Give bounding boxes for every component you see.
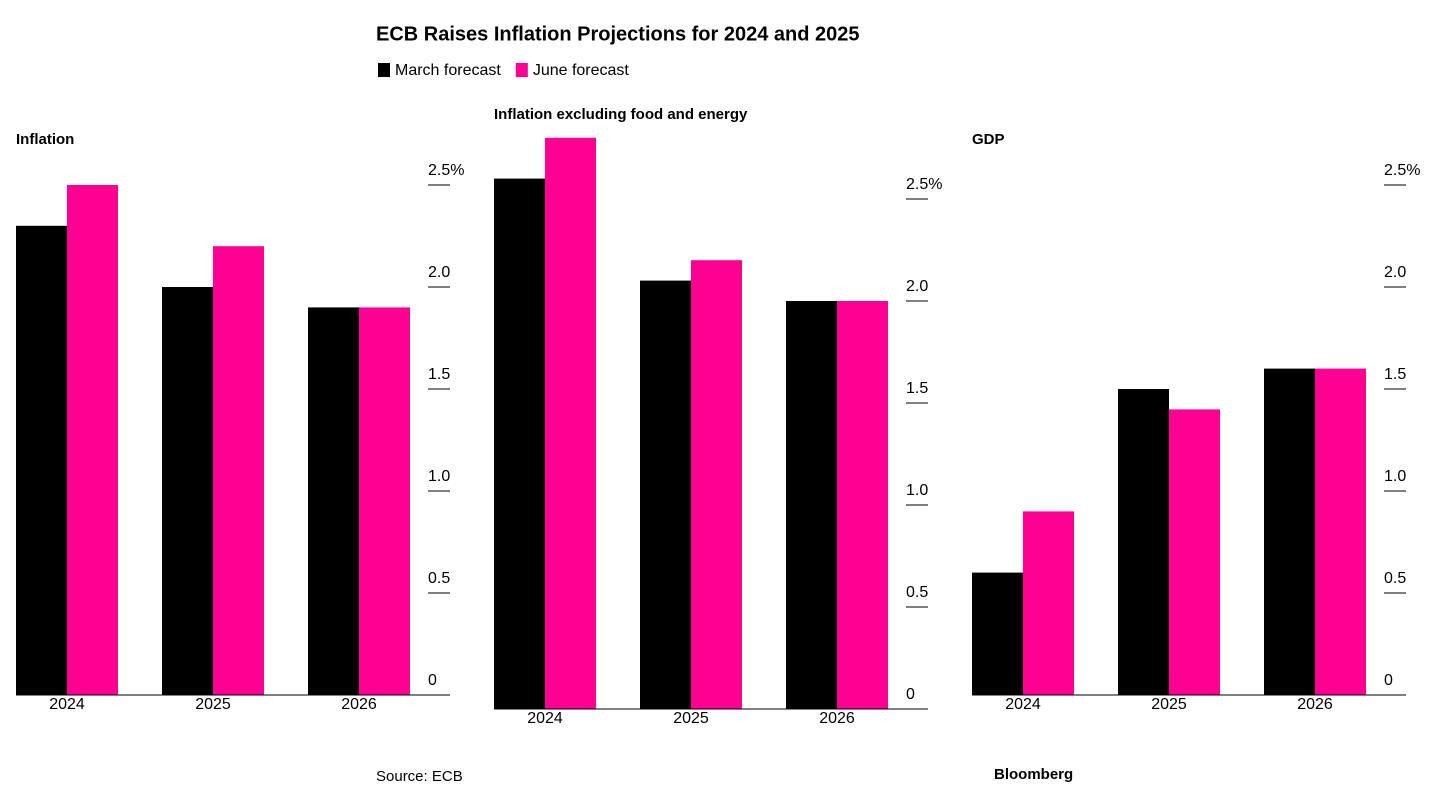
bar: [67, 185, 118, 695]
y-tick-label: 2.0: [1384, 264, 1406, 281]
legend-swatch: [515, 63, 528, 77]
x-tick-label: 2025: [1151, 696, 1187, 713]
y-tick-label: 1.5: [428, 366, 450, 383]
bar: [972, 572, 1023, 695]
y-tick-label: 0.5: [906, 584, 928, 601]
y-tick-label: 0: [906, 686, 915, 703]
legend-swatch: [378, 63, 390, 77]
panel-title: Inflation: [16, 131, 74, 148]
chart-title: ECB Raises Inflation Projections for 202…: [376, 23, 860, 45]
x-tick-label: 2026: [341, 696, 377, 713]
y-tick-label: 1.5: [906, 380, 928, 397]
y-tick-label: 0.5: [1384, 570, 1406, 587]
y-tick-label: 0: [428, 672, 437, 689]
y-tick-label: 2.5%: [906, 176, 942, 193]
bar: [16, 225, 67, 696]
panel-title: GDP: [972, 131, 1005, 148]
source: Source: ECB: [376, 768, 463, 785]
panel-title: Inflation excluding food and energy: [494, 106, 748, 123]
y-tick-label: 0: [1384, 672, 1393, 689]
x-tick-label: 2025: [673, 710, 709, 727]
bar: [1264, 368, 1315, 695]
y-tick-label: 1.0: [1384, 468, 1406, 485]
bar: [494, 178, 545, 710]
x-tick-label: 2025: [195, 696, 231, 713]
bar: [213, 246, 264, 695]
y-tick-label: 2.5%: [1384, 162, 1420, 179]
y-tick-label: 2.0: [906, 278, 928, 295]
brand: Bloomberg: [994, 766, 1073, 783]
bar: [308, 307, 359, 695]
bar: [1315, 368, 1366, 695]
y-tick-label: 0.5: [428, 570, 450, 587]
bar: [359, 307, 410, 695]
bar: [1023, 511, 1074, 695]
bar: [837, 301, 888, 709]
x-tick-label: 2026: [819, 710, 855, 727]
bar: [545, 137, 596, 710]
bar: [1118, 389, 1169, 695]
bar: [162, 287, 213, 695]
bar: [691, 260, 742, 709]
bar: [786, 301, 837, 709]
x-tick-label: 2026: [1297, 696, 1333, 713]
y-tick-label: 1.0: [428, 468, 450, 485]
y-tick-label: 1.5: [1384, 366, 1406, 383]
bar: [640, 280, 691, 709]
y-tick-label: 2.0: [428, 264, 450, 281]
legend-label: June forecast: [533, 62, 630, 79]
y-tick-label: 1.0: [906, 482, 928, 499]
bar: [1169, 409, 1220, 695]
x-tick-label: 2024: [527, 710, 563, 727]
x-tick-label: 2024: [1005, 696, 1041, 713]
legend-label: March forecast: [395, 62, 501, 79]
y-tick-label: 2.5%: [428, 162, 464, 179]
x-tick-label: 2024: [49, 696, 85, 713]
